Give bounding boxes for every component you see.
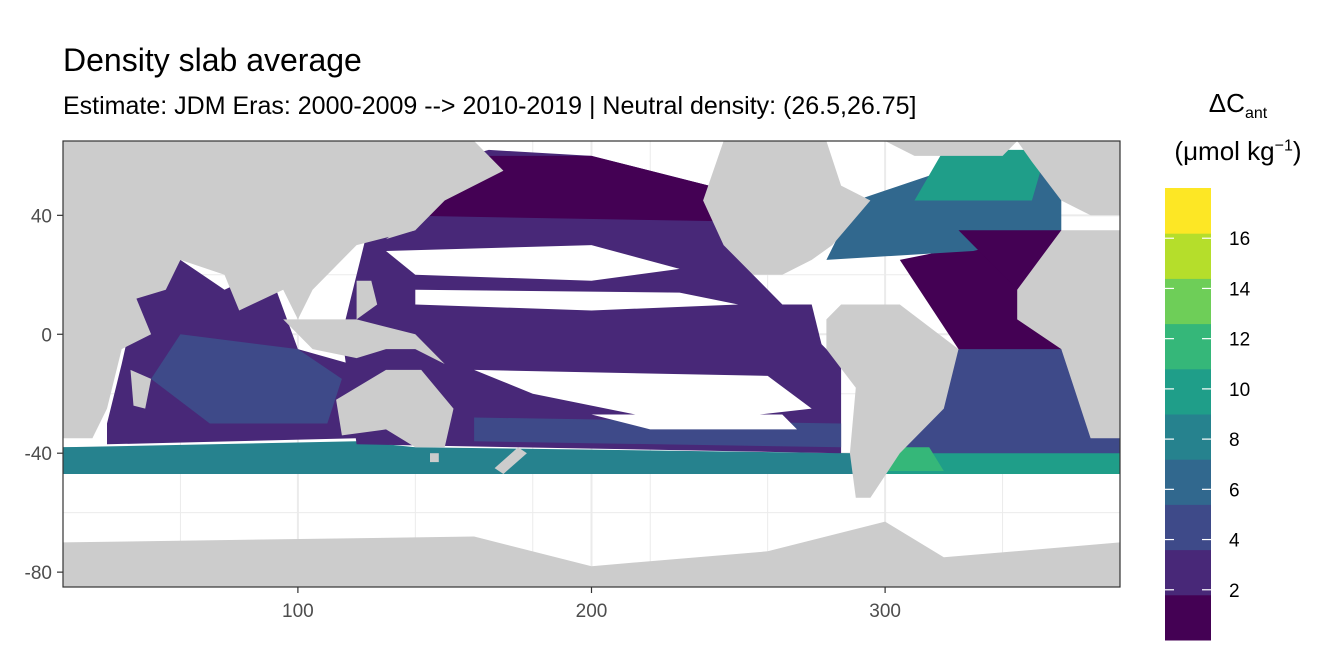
- y-tick-label: 40: [31, 206, 52, 227]
- land-north-america: [703, 141, 871, 275]
- colorbar-label: 6: [1229, 480, 1240, 501]
- colorbar-swatch: [1165, 278, 1211, 325]
- colorbar-swatch: [1165, 594, 1211, 641]
- land-australia: [336, 369, 454, 448]
- colorbar-label: 12: [1229, 330, 1250, 351]
- ocean-southern-band-inner: [63, 441, 856, 463]
- colorbar-label: 14: [1229, 279, 1251, 300]
- colorbar-swatch: [1165, 188, 1211, 234]
- chart-title: Density slab average: [63, 42, 362, 78]
- nodata-north-pacific-tropics: [415, 289, 739, 311]
- land-philippines: [356, 280, 378, 320]
- nodata-south-pacific-gyre-south: [591, 414, 797, 430]
- land-europe: [1017, 141, 1120, 216]
- colorbar-swatch: [1165, 414, 1211, 460]
- legend-title-variable: ΔCant: [1208, 88, 1268, 123]
- ocean-pacific-equatorial: [356, 304, 827, 364]
- land-new-zealand: [494, 447, 527, 474]
- colorbar-legend: 2 4 6 8 10 12 14 16: [1165, 188, 1251, 641]
- land-maritime-continent: [283, 319, 445, 364]
- ocean-atlantic-subpolar: [914, 149, 1047, 201]
- map-panel: [63, 141, 1120, 587]
- legend-title-unit: (μmol kg−1): [1174, 136, 1302, 166]
- nodata-north-pacific-gyre: [386, 245, 680, 281]
- colorbar-swatch: [1165, 368, 1211, 415]
- land-africa-eurasia: [63, 141, 504, 439]
- ocean-atlantic-south: [855, 319, 1120, 474]
- y-tick-label: 0: [41, 325, 52, 346]
- ocean-indian-south: [151, 334, 342, 424]
- land-africa-east-edge: [1017, 230, 1120, 439]
- land-tasmania: [430, 453, 439, 463]
- y-tick-label: -40: [25, 444, 52, 465]
- colorbar-label: 8: [1229, 430, 1240, 451]
- chart-subtitle: Estimate: JDM Eras: 2000-2009 --> 2010-2…: [63, 92, 917, 120]
- colorbar-swatch: [1165, 459, 1211, 505]
- colorbar-swatch: [1165, 549, 1211, 596]
- colorbar-swatch: [1165, 233, 1211, 279]
- colorbar-swatch: [1165, 323, 1211, 370]
- colorbar-label: 4: [1229, 531, 1240, 552]
- land-greenland: [885, 141, 1018, 156]
- x-tick-label: 100: [282, 601, 314, 622]
- x-tick-label: 300: [869, 601, 901, 622]
- land-south-america: [826, 304, 959, 498]
- land-antarctica: [63, 521, 1120, 587]
- land-japan: [386, 209, 422, 240]
- colorbar-label: 2: [1229, 581, 1240, 602]
- colorbar-label: 10: [1229, 380, 1250, 401]
- nodata-south-pacific-gyre: [474, 369, 812, 424]
- colorbar-label: 16: [1229, 229, 1250, 250]
- x-tick-label: 200: [576, 601, 608, 622]
- land-madagascar: [130, 369, 152, 409]
- y-tick-label: -80: [25, 563, 52, 584]
- colorbar-swatch: [1165, 504, 1211, 551]
